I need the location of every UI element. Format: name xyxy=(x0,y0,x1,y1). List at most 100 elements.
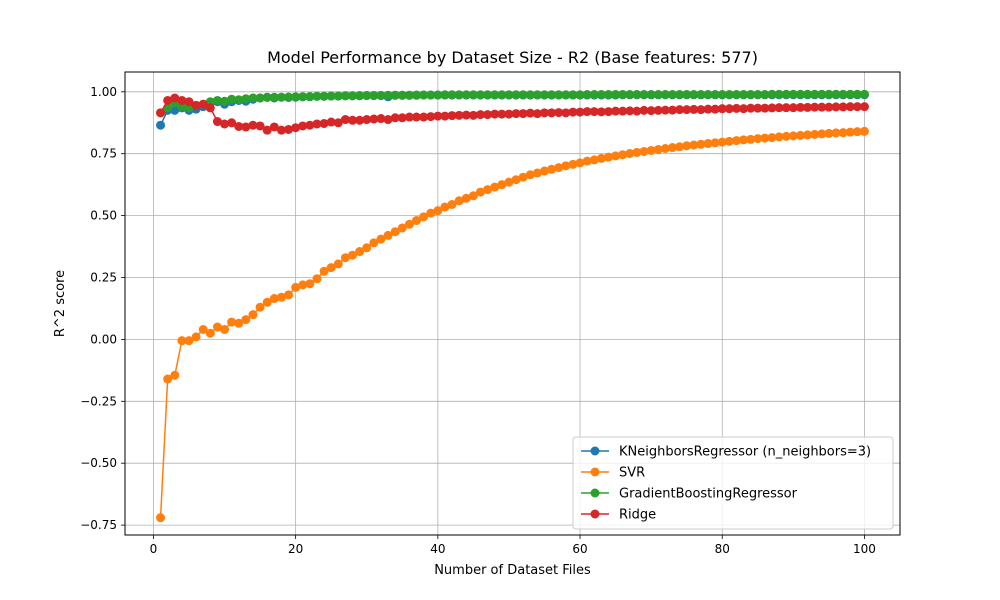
data-point xyxy=(156,513,166,523)
data-point xyxy=(355,115,365,125)
data-point xyxy=(689,104,699,114)
data-point xyxy=(205,103,215,113)
data-point xyxy=(540,166,549,176)
data-point xyxy=(156,108,166,118)
legend-marker xyxy=(590,509,600,519)
data-point xyxy=(611,90,621,100)
data-point xyxy=(262,297,272,307)
data-point xyxy=(348,250,358,260)
data-point xyxy=(852,127,862,137)
data-point xyxy=(646,106,656,116)
data-point xyxy=(675,105,685,115)
y-tick-label: 0.25 xyxy=(90,271,117,285)
data-point xyxy=(404,219,414,229)
data-point xyxy=(255,302,265,312)
data-point xyxy=(625,148,635,158)
data-point xyxy=(859,102,869,112)
data-point xyxy=(532,168,542,178)
x-tick-label: 20 xyxy=(288,542,303,556)
data-point xyxy=(845,89,855,99)
data-point xyxy=(803,102,813,112)
data-point xyxy=(817,129,827,139)
data-point xyxy=(596,90,606,100)
data-point xyxy=(454,90,464,100)
data-point xyxy=(554,163,564,173)
data-point xyxy=(660,105,670,115)
y-tick-label: 0.00 xyxy=(90,332,117,346)
data-point xyxy=(618,150,628,160)
data-point xyxy=(191,332,201,342)
data-point xyxy=(554,108,564,118)
data-point xyxy=(198,325,208,334)
data-point xyxy=(682,90,692,100)
data-point xyxy=(504,90,514,100)
data-point xyxy=(404,112,414,122)
data-point xyxy=(710,138,720,148)
data-point xyxy=(575,158,585,168)
data-point xyxy=(511,90,521,100)
data-point xyxy=(397,90,407,100)
data-point xyxy=(682,141,692,151)
data-point xyxy=(227,118,237,128)
data-point xyxy=(177,102,187,112)
data-point xyxy=(234,318,244,328)
data-point xyxy=(788,131,798,141)
data-point xyxy=(667,143,677,153)
legend-label: Ridge xyxy=(619,508,656,523)
data-point xyxy=(845,127,855,137)
data-point xyxy=(291,92,301,102)
legend-label: KNeighborsRegressor (n_neighbors=3) xyxy=(619,445,871,460)
data-point xyxy=(682,105,692,115)
data-point xyxy=(156,120,166,130)
data-point xyxy=(241,122,251,132)
data-point xyxy=(632,106,642,116)
data-point xyxy=(824,128,834,138)
data-point xyxy=(419,112,429,122)
series-layer xyxy=(156,89,869,523)
data-point xyxy=(319,119,329,128)
data-point xyxy=(803,130,813,140)
x-tick-label: 60 xyxy=(572,542,587,556)
data-point xyxy=(852,102,862,112)
data-point xyxy=(639,105,649,115)
data-point xyxy=(284,290,294,300)
data-point xyxy=(212,95,222,105)
data-point xyxy=(611,106,621,116)
data-point xyxy=(760,103,770,113)
data-point xyxy=(788,103,798,113)
data-point xyxy=(248,310,258,320)
data-point xyxy=(390,90,400,100)
ticks: 0 20 40 60 80 100 −0.75 −0.50 −0.25 0.00 0.25 0.50 0… xyxy=(80,85,876,556)
data-point xyxy=(305,92,315,102)
data-point xyxy=(397,113,407,123)
data-point xyxy=(639,90,649,100)
data-point xyxy=(582,90,592,100)
data-point xyxy=(689,90,699,100)
data-point xyxy=(788,89,798,99)
data-point xyxy=(490,90,500,100)
data-point xyxy=(746,90,756,100)
legend-label: SVR xyxy=(619,466,645,481)
data-point xyxy=(838,128,848,138)
data-point xyxy=(660,144,670,154)
data-point xyxy=(220,325,230,334)
data-point xyxy=(461,110,471,120)
data-point xyxy=(852,89,862,99)
data-point xyxy=(611,151,621,161)
data-point xyxy=(440,111,450,121)
data-point xyxy=(404,90,414,100)
data-point xyxy=(603,107,613,117)
data-point xyxy=(639,146,649,156)
legend-marker xyxy=(590,467,600,477)
data-point xyxy=(653,105,663,115)
y-tick-label: −0.75 xyxy=(80,518,117,532)
data-point xyxy=(703,139,713,149)
data-point xyxy=(739,90,749,100)
data-point xyxy=(276,92,286,102)
data-point xyxy=(795,89,805,99)
data-point xyxy=(753,103,763,113)
data-point xyxy=(603,90,613,100)
data-point xyxy=(433,111,443,121)
data-point xyxy=(205,97,215,107)
data-point xyxy=(241,94,251,104)
